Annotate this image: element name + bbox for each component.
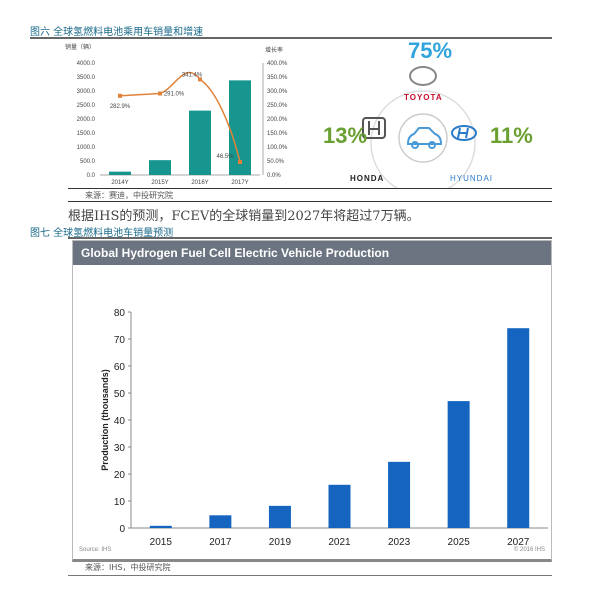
x-tick-label: 2021 [328, 537, 351, 548]
market-share-graphic: 75% TOYOTA 13% HONDA 11% HYUNDAI [320, 38, 550, 188]
y2-axis-label: 增长率 [265, 46, 283, 54]
growth-point [198, 77, 202, 82]
growth-label: 341.4% [182, 72, 203, 78]
forecast-paragraph: 根据IHS的预测，FCEV的全球销量到2027年将超过7万辆。 [68, 209, 420, 224]
y-tick-label: 0.0 [87, 173, 96, 179]
x-tick-label: 2019 [269, 537, 292, 548]
x-tick-label: 2017 [209, 537, 232, 548]
y-tick-label: 500.0 [80, 159, 96, 165]
production-chart-panel: Global Hydrogen Fuel Cell Electric Vehic… [72, 240, 552, 562]
divider [30, 37, 552, 39]
y2-tick-label: 50.0% [267, 159, 285, 165]
bar [229, 80, 251, 175]
y-tick-label: 3500.0 [77, 75, 96, 81]
y-tick-label: 3000.0 [77, 89, 96, 95]
y-tick-label: 40 [114, 416, 126, 427]
bar [328, 484, 351, 528]
y-tick-label: 4000.0 [77, 61, 96, 67]
bar [447, 401, 470, 528]
bar [268, 505, 291, 528]
growth-label: 291.0% [164, 92, 185, 98]
figure-6-title: 图六 全球氢燃料电池乘用车销量和增速 [30, 27, 204, 38]
share-circle-icon [362, 66, 477, 188]
divider [68, 237, 552, 239]
y-tick-label: 20 [114, 470, 126, 481]
toyota-logo-icon [409, 66, 437, 86]
chart-header: Global Hydrogen Fuel Cell Electric Vehic… [73, 241, 551, 265]
car-icon [406, 127, 443, 149]
y-axis-label: Production (thousands) [100, 369, 110, 471]
hyundai-logo-icon [451, 125, 477, 141]
y2-tick-label: 200.0% [267, 117, 288, 123]
x-tick-label: 2017Y [231, 180, 248, 186]
honda-label: HONDA [350, 174, 385, 183]
growth-label: 282.9% [110, 104, 131, 110]
x-tick-label: 2015Y [151, 180, 168, 186]
figure-6-source: 来源：赛迪，中投研究院 [85, 191, 173, 200]
y-tick-label: 2000.0 [77, 117, 96, 123]
y2-tick-label: 250.0% [267, 103, 288, 109]
divider [68, 188, 552, 189]
bar [507, 328, 530, 528]
chart-copyright: © 2016 IHS [514, 546, 545, 553]
divider [68, 201, 552, 202]
y2-tick-label: 400.0% [267, 61, 288, 67]
y2-tick-label: 150.0% [267, 131, 288, 137]
honda-share: 13% [323, 123, 368, 148]
y-tick-label: 1000.0 [77, 145, 96, 151]
y-tick-label: 60 [114, 362, 126, 373]
x-tick-label: 2015 [150, 537, 173, 548]
y-tick-label: 80 [114, 308, 126, 319]
bar [209, 515, 232, 528]
growth-point [238, 159, 242, 164]
x-tick-label: 2025 [448, 537, 471, 548]
y-tick-label: 50 [114, 389, 126, 400]
y-tick-label: 2500.0 [77, 103, 96, 109]
y-tick-label: 30 [114, 443, 126, 454]
divider [68, 575, 552, 576]
bar [149, 525, 172, 528]
toyota-share: 75% [408, 38, 453, 63]
y-tick-label: 0 [119, 524, 125, 535]
production-chart: Production (thousands) 0 10 20 30 40 50 60 70 80 2… [79, 308, 548, 553]
y2-tick-label: 100.0% [267, 145, 288, 151]
bar [149, 160, 171, 175]
figure-7-title: 图七 全球氢燃料电池车销量预测 [30, 228, 174, 239]
figure-7-source: 来源：IHS，中投研究院 [85, 563, 171, 572]
sales-growth-chart: 销量（辆） 增长率 0.0 500.0 1000.0 1500.0 2000.0 2500.0… [65, 43, 288, 186]
toyota-label: TOYOTA [404, 93, 443, 102]
y2-tick-label: 350.0% [267, 75, 288, 81]
honda-logo-icon [362, 117, 386, 139]
y2-tick-label: 300.0% [267, 89, 288, 95]
x-tick-label: 2027 [507, 537, 530, 548]
y-tick-label: 10 [114, 497, 126, 508]
growth-line [119, 71, 241, 163]
bar [189, 110, 211, 175]
hyundai-label: HYUNDAI [450, 174, 494, 183]
chart-source: Source: IHS [79, 547, 111, 553]
y-tick-label: 70 [114, 335, 126, 346]
y-tick-label: 1500.0 [77, 131, 96, 137]
growth-point [118, 93, 122, 98]
x-tick-label: 2014Y [111, 180, 128, 186]
y-axis-label: 销量（辆） [65, 43, 95, 51]
hyundai-share: 11% [490, 123, 533, 148]
bar [109, 171, 131, 175]
x-tick-label: 2016Y [191, 180, 208, 186]
bar [388, 461, 411, 528]
x-tick-label: 2023 [388, 537, 411, 548]
y2-tick-label: 0.0% [267, 173, 281, 179]
growth-label: 46.5% [216, 154, 234, 160]
growth-point [158, 91, 162, 96]
